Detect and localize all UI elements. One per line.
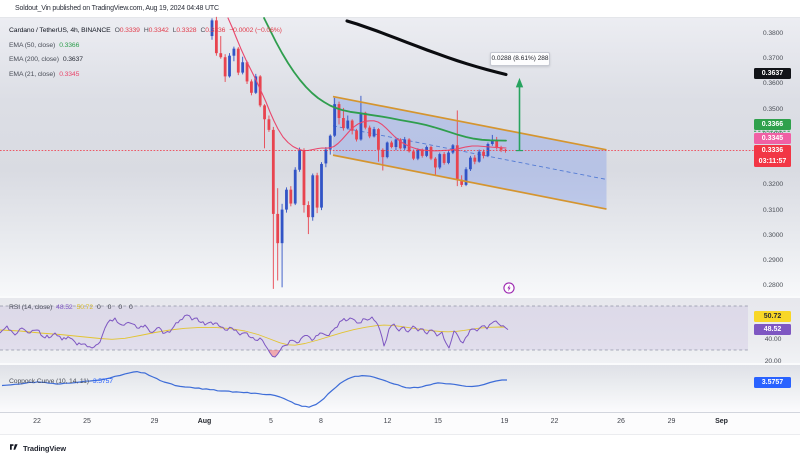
rsi-tick-label: 20.00: [764, 357, 782, 365]
ohlc-label: C: [200, 27, 206, 34]
symbol-title: Cardano / TetherUS, 4h, BINANCE: [9, 27, 111, 34]
tradingview-logo-icon: [10, 444, 18, 450]
ema50-value: 0.3366: [59, 41, 80, 49]
coppock-legend[interactable]: Coppock Curve (10, 14, 11) 3.5757: [9, 378, 113, 385]
price-tick-label: 0.3100: [762, 206, 784, 214]
indicator-legend-ema21[interactable]: EMA (21, close) 0.3345: [9, 71, 79, 78]
ema21-label: EMA (21, close): [9, 70, 56, 78]
ohlc-label: H: [143, 27, 149, 34]
rsi-tick-label: 40.00: [764, 335, 782, 343]
ema21-value: 0.3345: [59, 70, 80, 78]
main-price-pane[interactable]: [0, 18, 800, 296]
publish-header: Soldout_Vin published on TradingView.com…: [0, 0, 800, 18]
time-axis-label: 29: [667, 418, 676, 425]
price-tick-label: 0.3700: [762, 55, 784, 63]
price-tick-label: 0.3500: [762, 105, 784, 113]
time-axis-label: 26: [617, 418, 625, 425]
price-tick-label: 0.3000: [762, 231, 784, 239]
price-tick-label: 0.3800: [762, 30, 784, 37]
time-axis-label: 5: [269, 418, 273, 425]
pane-separator[interactable]: [0, 363, 800, 365]
ema50-label: EMA (50, close): [9, 41, 56, 49]
pane-separator[interactable]: [0, 296, 800, 298]
ohlc-label: O: [114, 27, 120, 34]
time-axis-label: Aug: [197, 418, 212, 425]
ohlc-label: L: [172, 27, 177, 34]
indicator-legend-ema50[interactable]: EMA (50, close) 0.3366: [9, 42, 79, 49]
time-axis-label: 22: [550, 418, 559, 425]
ema21-price-badge: 0.3345: [754, 132, 791, 144]
ema200-value: 0.3637: [62, 56, 83, 63]
tradingview-logo[interactable]: TradingView: [10, 443, 66, 453]
rsi-legend[interactable]: RSI (14, close) 48.52 50.72 0 0 0 0: [9, 304, 135, 311]
ema50-price-badge: 0.3366: [754, 118, 791, 130]
footer: TradingView: [0, 434, 800, 460]
coppock-badge: 3.5757: [754, 376, 791, 388]
coppock-pane[interactable]: [0, 365, 800, 412]
last-price-badge: 0.3336 03:11:57: [754, 144, 791, 167]
price-range-label[interactable]: 0.0288 (8.61%) 288: [490, 52, 550, 66]
coppock-value: 3.5757: [92, 378, 113, 385]
price-tick-label: 0.3200: [762, 181, 784, 189]
symbol-legend[interactable]: Cardano / TetherUS, 4h, BINANCE O0.3339 H0…: [9, 27, 282, 34]
price-tick-label: 0.2900: [762, 257, 784, 265]
time-axis-label: Sep: [715, 418, 728, 425]
ohlc-value: 0.3342: [148, 27, 169, 34]
rsi-value: 48.52: [56, 304, 73, 311]
change-value: −0.0002 (−0.06%): [229, 27, 282, 34]
coppock-label: Coppock Curve (10, 14, 11): [9, 378, 89, 385]
ema200-label: EMA (200, close): [9, 56, 59, 63]
ohlc-value: 0.3339: [119, 27, 140, 34]
price-tick-label: 0.3600: [762, 80, 784, 88]
rsi-badge: 48.52: [754, 324, 791, 335]
time-axis-label: 8: [319, 418, 323, 425]
time-axis-label: 15: [434, 418, 442, 425]
price-tick-label: 0.2800: [762, 282, 784, 290]
publish-line: Soldout_Vin published on TradingView.com…: [15, 4, 219, 12]
ema200-price-badge: 0.3637: [754, 67, 791, 79]
ohlc-value: 0.3336: [205, 27, 226, 34]
countdown-timer: 03:11:57: [758, 157, 787, 165]
time-axis-label: 22: [33, 418, 41, 425]
time-axis-label: 19: [500, 418, 509, 425]
time-axis-label: 29: [150, 418, 159, 425]
rsi-label: RSI (14, close): [9, 304, 53, 311]
rsi-ma-badge: 50.72: [754, 310, 791, 322]
ohlc-value: 0.3328: [176, 27, 197, 34]
time-axis[interactable]: 22 25 29 Aug 5 8 12 15 19 22 26 29 Sep: [0, 412, 800, 434]
time-axis-label: 12: [383, 418, 392, 425]
lightning-icon[interactable]: [503, 281, 515, 294]
rsi-extra-values: 0 0 0 0: [97, 304, 136, 311]
rsi-ma-value: 50.72: [76, 304, 94, 311]
brand-name: TradingView: [23, 443, 66, 453]
time-axis-label: 25: [83, 418, 91, 425]
indicator-legend-ema200[interactable]: EMA (200, close) 0.3637: [9, 56, 83, 63]
